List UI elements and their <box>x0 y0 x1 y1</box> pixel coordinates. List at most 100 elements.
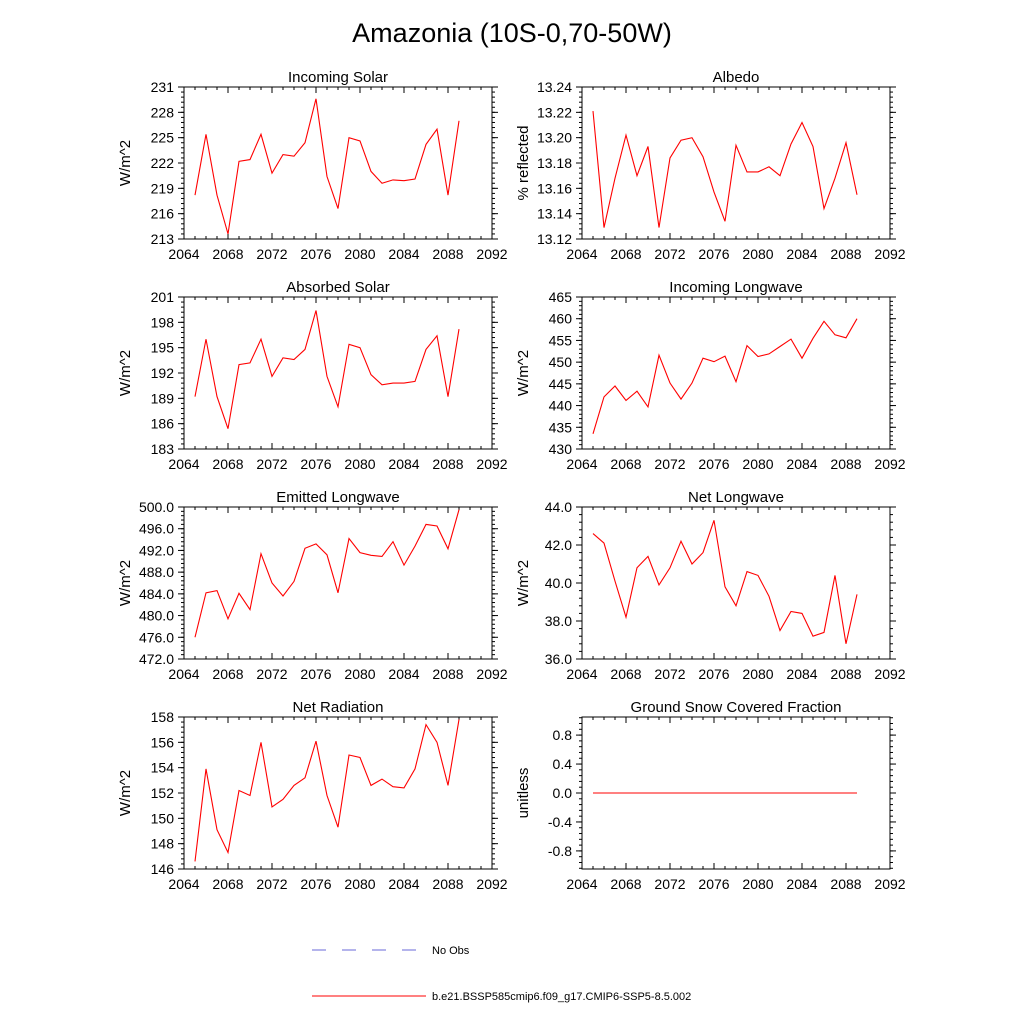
x-tick-label: 2064 <box>168 456 199 472</box>
panel-title: Absorbed Solar <box>286 279 389 296</box>
y-tick-label: 472.0 <box>139 651 174 667</box>
data-point <box>625 399 627 401</box>
data-point <box>447 784 449 786</box>
x-tick-label: 2084 <box>786 666 817 682</box>
x-tick-label: 2076 <box>698 666 729 682</box>
x-tick-label: 2064 <box>168 876 199 892</box>
data-point <box>614 580 616 582</box>
data-point <box>282 357 284 359</box>
data-point <box>238 363 240 365</box>
data-point <box>636 390 638 392</box>
panel-net-longwave: Net Longwave W/m^2 2064 2068 2072 2076 2080 208… <box>515 489 906 682</box>
panel-absorbed-solar: Absorbed Solar W/m^2 2064 2068 2072 2076 2080 2… <box>117 279 508 472</box>
data-point <box>823 320 825 322</box>
y-tick-label: 186 <box>151 416 175 432</box>
data-point <box>779 629 781 631</box>
data-point <box>414 545 416 547</box>
data-point <box>260 741 262 743</box>
legend-obs-label: No Obs <box>432 945 470 957</box>
data-point <box>359 551 361 553</box>
data-point <box>227 233 229 235</box>
data-point <box>381 555 383 557</box>
x-tick-label: 2064 <box>566 666 597 682</box>
data-point <box>315 740 317 742</box>
y-tick-label: 435 <box>549 419 573 435</box>
data-point <box>625 616 627 618</box>
data-point <box>790 792 792 794</box>
data-point <box>735 792 737 794</box>
x-tick-label: 2092 <box>874 246 905 262</box>
data-point <box>227 428 229 430</box>
y-tick-label: 44.0 <box>545 499 572 515</box>
data-point <box>370 170 372 172</box>
x-tick-label: 2092 <box>476 246 507 262</box>
data-point <box>658 584 660 586</box>
y-tick-label: -0.4 <box>548 814 572 830</box>
plot-frame <box>581 506 891 660</box>
data-point <box>304 142 306 144</box>
data-point <box>370 373 372 375</box>
x-tick-label: 2072 <box>654 666 685 682</box>
y-tick-label: 225 <box>151 130 175 146</box>
data-point <box>326 175 328 177</box>
data-point <box>447 395 449 397</box>
data-point <box>790 338 792 340</box>
data-point <box>779 792 781 794</box>
data-point <box>458 718 460 720</box>
y-tick-label: 450 <box>549 354 573 370</box>
data-point <box>757 792 759 794</box>
data-point <box>425 723 427 725</box>
panel-title: Net Radiation <box>293 699 384 716</box>
x-tick-label: 2080 <box>344 456 375 472</box>
data-point <box>348 537 350 539</box>
data-point <box>823 631 825 633</box>
data-point <box>447 548 449 550</box>
data-point <box>392 785 394 787</box>
panel-emitted-longwave: Emitted Longwave W/m^2 2064 2068 2072 2076 208… <box>117 489 508 682</box>
x-tick-label: 2092 <box>874 876 905 892</box>
data-point <box>271 375 273 377</box>
y-axis-label: W/m^2 <box>515 560 532 606</box>
data-point <box>603 396 605 398</box>
data-point <box>458 328 460 330</box>
data-point <box>194 860 196 862</box>
data-point <box>436 128 438 130</box>
data-point <box>757 355 759 357</box>
data-point <box>746 570 748 572</box>
x-tick-label: 2064 <box>566 246 597 262</box>
data-point <box>724 792 726 794</box>
data-point <box>414 178 416 180</box>
x-tick-label: 2072 <box>654 246 685 262</box>
y-tick-label: 195 <box>151 340 175 356</box>
data-point <box>238 592 240 594</box>
x-tick-label: 2088 <box>432 666 463 682</box>
data-point <box>304 547 306 549</box>
data-point <box>315 309 317 311</box>
y-tick-label: 158 <box>151 709 175 725</box>
data-point <box>801 121 803 123</box>
y-tick-label: 455 <box>549 332 573 348</box>
data-point <box>702 155 704 157</box>
y-tick-label: 216 <box>151 206 175 222</box>
y-tick-label: 13.20 <box>537 130 572 146</box>
data-point <box>436 335 438 337</box>
x-tick-label: 2072 <box>654 876 685 892</box>
series-line <box>592 520 858 644</box>
data-point <box>691 136 693 138</box>
data-point <box>216 395 218 397</box>
data-point <box>216 829 218 831</box>
y-tick-label: 38.0 <box>545 613 572 629</box>
x-tick-label: 2080 <box>742 246 773 262</box>
data-point <box>713 191 715 193</box>
data-point <box>856 792 858 794</box>
x-tick-label: 2068 <box>610 876 641 892</box>
y-tick-label: 152 <box>151 785 175 801</box>
data-point <box>823 792 825 794</box>
x-tick-label: 2084 <box>388 246 419 262</box>
y-tick-label: 150 <box>151 810 175 826</box>
plot-frame <box>183 716 493 870</box>
y-axis-label: W/m^2 <box>515 350 532 396</box>
data-point <box>757 171 759 173</box>
data-point <box>735 144 737 146</box>
data-point <box>359 756 361 758</box>
